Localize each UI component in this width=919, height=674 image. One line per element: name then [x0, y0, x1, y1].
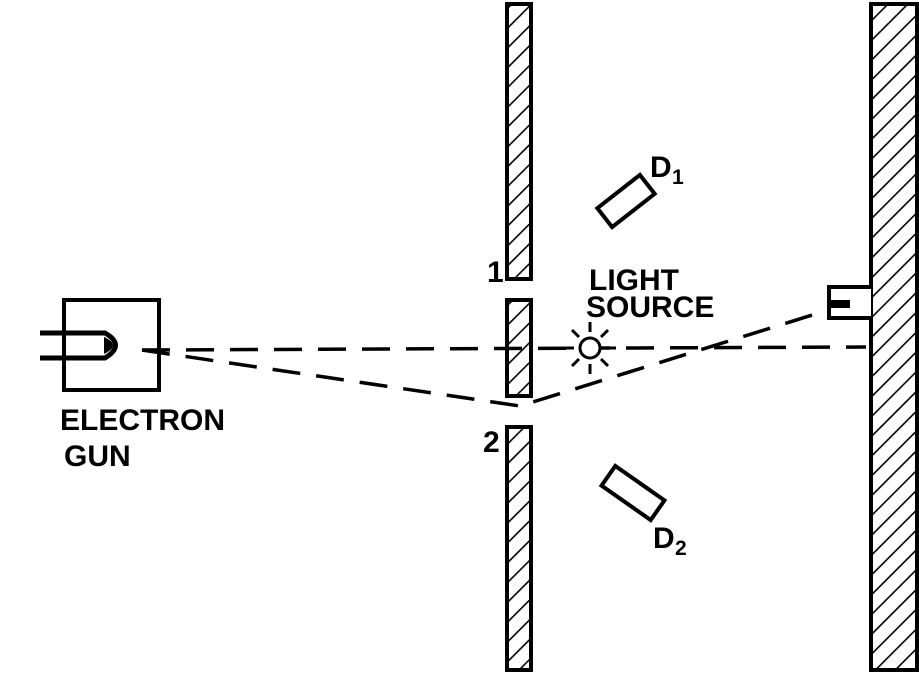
- slit-1-label: 1: [487, 256, 504, 289]
- detector-d1-letter: D: [650, 151, 672, 184]
- detector-d1: [594, 172, 658, 230]
- path-through-slit-2: [141, 310, 823, 408]
- electron-gun-label-line1: ELECTRON: [60, 404, 225, 437]
- slit-wall-upper-segment: [505, 2, 533, 281]
- detector-d2: [598, 463, 668, 523]
- detector-d1-label: D 1: [650, 151, 684, 189]
- slit-wall-lower-segment: [505, 425, 533, 672]
- electron-gun: [40, 298, 161, 392]
- slit-wall: [505, 2, 533, 672]
- light-source-bulb: [578, 336, 602, 360]
- detector-d2-letter: D: [653, 522, 675, 555]
- electron-gun-label-line2: GUN: [64, 440, 131, 473]
- light-source: [564, 322, 616, 374]
- detector-d1-subscript: 1: [672, 166, 684, 189]
- backstop-detector: [827, 285, 871, 320]
- light-source-label-line1: LIGHT: [589, 264, 679, 297]
- path-through-slit-1: [141, 345, 867, 352]
- light-source-label-line2: SOURCE: [586, 291, 714, 324]
- electron-paths: [141, 310, 867, 408]
- detector-d2-label: D 2: [653, 522, 687, 560]
- light-source-rays: [564, 322, 616, 374]
- electron-gun-barrel: [40, 330, 118, 361]
- detector-d2-subscript: 2: [675, 537, 687, 560]
- slit-2-label: 2: [483, 426, 500, 459]
- backstop-wall: [869, 2, 919, 672]
- electron-gun-tip: [104, 337, 113, 354]
- electron-gun-housing: [62, 298, 161, 392]
